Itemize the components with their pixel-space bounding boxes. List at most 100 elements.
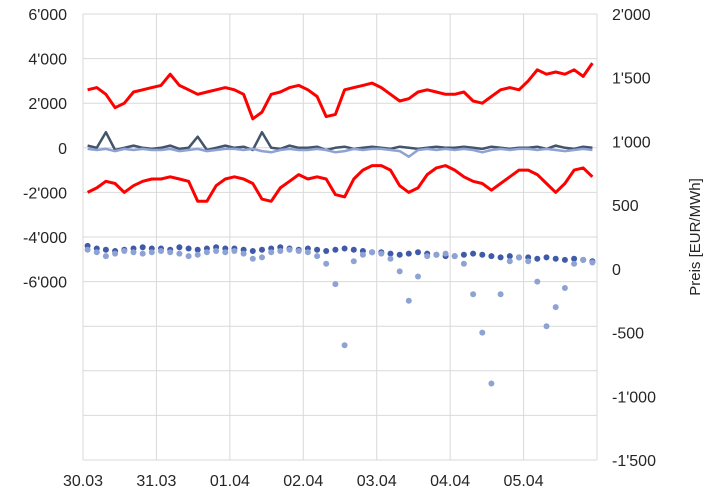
x-tick-label: 30.03	[63, 473, 103, 490]
series-point	[350, 258, 357, 265]
series-point	[176, 244, 183, 251]
left-tick-label: 2'000	[28, 96, 67, 113]
series-point	[102, 253, 109, 260]
series-point	[112, 250, 119, 257]
series-point	[589, 259, 596, 266]
series-point	[396, 251, 403, 258]
series-point	[323, 248, 330, 254]
series-point	[424, 253, 431, 260]
right-tick-label: 1'500	[612, 71, 651, 88]
series-point	[314, 246, 321, 253]
series-layer	[84, 62, 596, 387]
right-tick-label: 2'000	[612, 7, 651, 24]
series-point	[525, 258, 532, 265]
left-tick-label: 0	[58, 141, 67, 158]
x-tick-label: 02.04	[283, 473, 323, 490]
series-point	[470, 291, 477, 298]
series-point	[387, 255, 394, 262]
series-point	[148, 249, 155, 256]
series-point	[552, 304, 559, 311]
right-tick-label: -1'500	[612, 453, 656, 470]
series-point	[580, 256, 587, 263]
series-point	[194, 251, 201, 258]
series-point	[295, 248, 302, 254]
series-point	[359, 251, 366, 258]
series-point	[369, 249, 376, 256]
series-point	[259, 246, 265, 253]
series-point	[286, 246, 293, 253]
series-point	[442, 250, 449, 257]
series-point	[571, 260, 578, 267]
series-point	[167, 249, 174, 256]
right-tick-label: 500	[612, 198, 639, 215]
series-point	[543, 254, 550, 261]
series-point	[194, 246, 201, 253]
series-point	[139, 244, 146, 251]
left-tick-label: -6'000	[23, 275, 67, 292]
right-tick-label: 0	[612, 262, 621, 279]
left-tick-label: -2'000	[23, 185, 67, 202]
series-point	[534, 278, 541, 285]
series-point	[405, 297, 412, 304]
x-tick-label: 05.04	[504, 473, 544, 490]
series-line	[87, 147, 593, 158]
series-line	[86, 164, 594, 203]
series-point	[130, 249, 137, 256]
left-tick-label: 6'000	[28, 7, 67, 24]
series-line	[87, 62, 594, 121]
series-point	[332, 246, 339, 253]
series-point	[240, 250, 247, 257]
left-tick-label: 4'000	[28, 52, 67, 69]
x-tick-label: 03.04	[357, 473, 397, 490]
x-tick-label: 01.04	[210, 473, 250, 490]
series-point	[268, 249, 275, 256]
left-tick-label: -4'000	[23, 230, 67, 247]
right-axis-label: Preis [EUR/MWh]	[687, 178, 704, 296]
series-point	[479, 251, 486, 258]
series-point	[185, 253, 192, 260]
series-point	[139, 250, 146, 257]
right-tick-label: 1'000	[612, 134, 651, 151]
grid	[82, 13, 598, 461]
series-point	[433, 251, 440, 258]
series-point	[121, 248, 128, 254]
series-point	[451, 253, 458, 260]
series-point	[405, 250, 412, 257]
series-point	[323, 260, 330, 267]
series-point	[506, 258, 513, 265]
series-point	[341, 245, 348, 252]
series-point	[552, 255, 559, 262]
series-point	[231, 248, 238, 254]
series-point	[203, 249, 210, 256]
series-point	[314, 253, 321, 260]
series-point	[497, 291, 504, 298]
series-point	[378, 250, 385, 257]
series-point	[506, 253, 513, 260]
series-point	[102, 246, 109, 253]
series-point	[488, 380, 495, 387]
series-point	[176, 250, 183, 257]
x-axis: 30.03 31.03 01.04 02.04 03.04 04.04 05.04	[63, 473, 544, 490]
series-point	[213, 248, 220, 254]
series-point	[488, 253, 495, 260]
series-point	[479, 329, 486, 336]
series-point	[561, 285, 568, 291]
series-point	[304, 249, 311, 256]
series-point	[470, 250, 477, 257]
series-line	[87, 130, 593, 152]
series-point	[93, 249, 100, 256]
series-point	[497, 254, 504, 261]
series-point	[249, 248, 256, 254]
series-point	[84, 246, 91, 253]
series-point	[350, 246, 357, 253]
series-point	[396, 268, 403, 275]
series-point	[460, 251, 467, 258]
series-point	[571, 255, 578, 262]
right-axis: 2'000 1'500 1'000 500 0 -500 -1'000 -1'500	[612, 7, 656, 470]
series-point	[259, 254, 265, 261]
series-point	[185, 245, 192, 252]
series-point	[516, 254, 522, 261]
right-tick-label: -1'000	[612, 389, 656, 406]
series-point	[543, 323, 550, 330]
series-point	[387, 250, 394, 257]
